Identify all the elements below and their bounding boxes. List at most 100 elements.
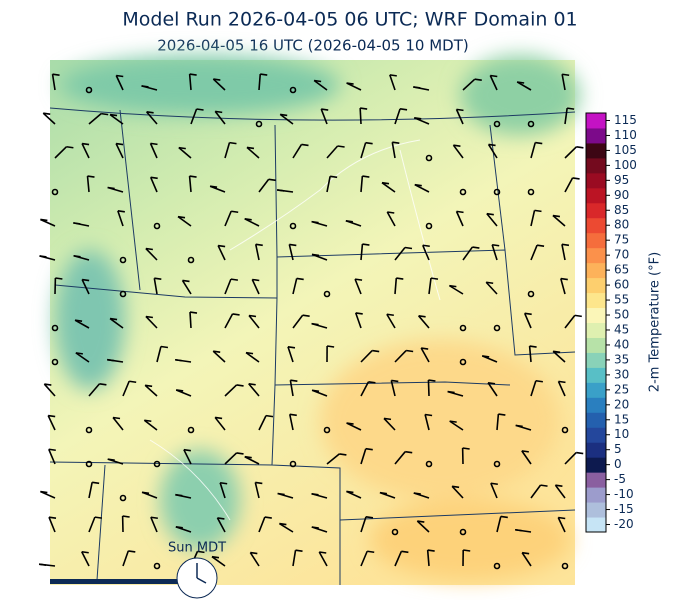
barb-flag	[457, 211, 464, 212]
barb-flag	[280, 114, 287, 115]
colorbar-segment	[586, 143, 606, 158]
colorbar-segment	[586, 263, 606, 278]
map	[39, 55, 583, 585]
barb-flag	[40, 219, 47, 220]
barb-flag	[190, 176, 197, 177]
barb-flag	[575, 315, 582, 316]
barb-flag	[330, 176, 337, 177]
barb-flag	[312, 494, 319, 495]
barb-flag	[210, 186, 217, 187]
colorbar-segment	[586, 158, 606, 173]
barb-flag	[367, 551, 374, 552]
barb-flag	[39, 564, 46, 565]
barb-flag	[428, 380, 435, 381]
barb-flag	[151, 517, 158, 518]
colorbar-tick-label: 25	[614, 382, 629, 396]
barb-flag	[49, 449, 56, 450]
barb-flag	[66, 147, 73, 148]
barb-flag	[314, 81, 321, 82]
barb-flag	[558, 381, 565, 382]
colorbar-segment	[586, 113, 606, 128]
colorbar-tick-label: -15	[614, 502, 634, 516]
barb-flag	[431, 278, 438, 279]
colorbar-label: 2-m Temperature (°F)	[648, 252, 663, 392]
barb-flag	[290, 414, 297, 415]
barb-flag	[428, 550, 435, 551]
barb-flag	[486, 282, 493, 283]
barb-flag	[118, 211, 125, 212]
colorbar-tick-label: 15	[614, 412, 629, 426]
colorbar-segment	[586, 427, 606, 442]
barb-flag	[535, 143, 542, 144]
colorbar-segment	[586, 337, 606, 352]
barb-flag	[453, 145, 460, 146]
colorbar-tick-label: 75	[614, 233, 629, 247]
barb-flag	[553, 216, 560, 217]
barb-flag	[312, 254, 319, 255]
barb-flag	[40, 256, 47, 257]
barb-flag	[144, 420, 151, 421]
colorbar-tick-label: 95	[614, 173, 629, 187]
subtitle: 2026-04-05 16 UTC (2026-04-05 10 MDT)	[157, 37, 468, 55]
barb-flag	[296, 550, 303, 551]
barb-flag	[129, 381, 136, 382]
barb-flag	[256, 244, 263, 245]
barb-flag	[197, 109, 204, 110]
barb-flag	[87, 176, 94, 177]
colorbar-segment	[586, 323, 606, 338]
barb-flag	[522, 553, 529, 554]
barb-flag	[40, 492, 47, 493]
barb-flag	[154, 278, 161, 279]
barb-flag	[302, 144, 309, 145]
barb-flag	[55, 278, 62, 279]
barb-flag	[237, 385, 244, 386]
barb-flag	[142, 86, 149, 87]
barb-flag	[312, 527, 319, 528]
barb-flag	[113, 417, 120, 418]
barb-flag	[492, 245, 499, 246]
barb-flag	[265, 517, 272, 518]
barb-flag	[178, 217, 185, 218]
barb-flag	[396, 278, 403, 279]
barb-flag	[516, 425, 523, 426]
barb-flag	[99, 384, 106, 385]
barb-flag	[530, 346, 537, 347]
barb-flag	[347, 83, 354, 84]
barb-flag	[279, 524, 286, 525]
barb-flag	[366, 517, 373, 518]
colorbar-tick-label: 20	[614, 397, 629, 411]
barb-flag	[573, 178, 580, 179]
colorbar-tick-label: 65	[614, 263, 629, 277]
barb-flag	[213, 79, 220, 80]
barb-flag	[405, 452, 412, 453]
barb-flag	[406, 351, 413, 352]
barb-flag	[48, 416, 55, 417]
colorbar-tick-label: -5	[614, 472, 626, 486]
colorbar-segment	[586, 248, 606, 263]
barb-flag	[392, 142, 399, 143]
colorbar-segment	[586, 412, 606, 427]
colorbar-segment	[586, 517, 606, 532]
barb-flag	[421, 348, 428, 349]
barb-flag	[269, 179, 276, 180]
barb-flag	[463, 448, 470, 449]
barb-flag	[176, 527, 183, 528]
barb-flag	[73, 223, 80, 224]
barb-flag	[53, 74, 60, 75]
colorbar-segment	[586, 352, 606, 367]
barb-flag	[450, 421, 457, 422]
barb-flag	[449, 286, 456, 287]
barb-flag	[110, 115, 117, 116]
colorbar-tick-label: 5	[614, 442, 622, 456]
colorbar-tick-label: 10	[614, 427, 629, 441]
barb-flag	[249, 315, 256, 316]
barb-flag	[250, 553, 257, 554]
barb-flag	[414, 493, 421, 494]
colorbar-tick-label: 115	[614, 113, 637, 127]
colorbar-tick-label: 30	[614, 367, 629, 381]
barb-flag	[151, 143, 158, 144]
barb-flag	[490, 75, 497, 76]
barb-flag	[372, 351, 379, 352]
barb-flag	[303, 315, 310, 316]
barb-flag	[237, 453, 244, 454]
